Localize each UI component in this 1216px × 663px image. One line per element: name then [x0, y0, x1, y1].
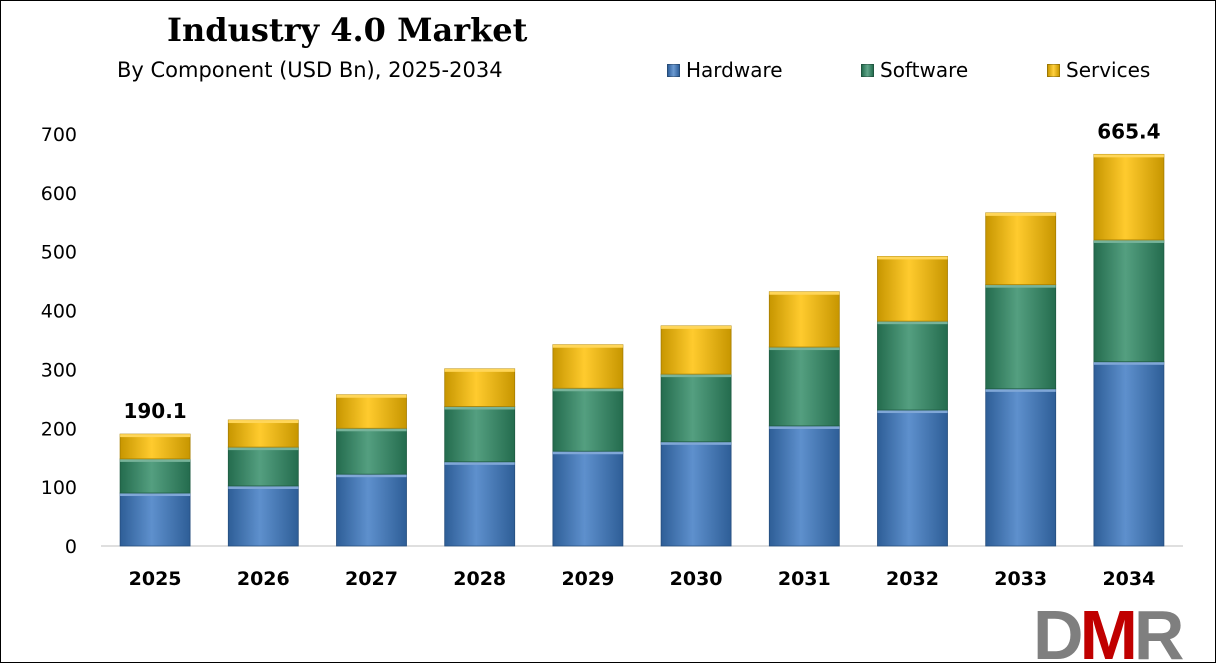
bar-services-2029: [552, 344, 624, 389]
bar-highlight-hardware-2028: [444, 461, 515, 465]
legend-label-software: Software: [880, 58, 969, 82]
y-tick-label-200: 200: [41, 418, 77, 440]
bar-highlight-hardware-2030: [661, 441, 732, 445]
bar-hardware-2027: [336, 473, 407, 547]
bar-hardware-2025: [119, 492, 191, 547]
bar-services-2026: [227, 419, 299, 448]
dmr-logo-letter-3: R: [1134, 599, 1184, 662]
bar-hardware-2026: [227, 485, 299, 547]
bar-highlight-software-2032: [877, 321, 948, 325]
x-tick-label-2031: 2031: [778, 568, 831, 590]
bar-hardware-2034: [1093, 361, 1165, 547]
y-tick-label-100: 100: [41, 477, 77, 499]
bar-services-2033: [985, 212, 1057, 286]
bar-services-2030: [660, 325, 732, 375]
bar-highlight-services-2030: [661, 325, 732, 329]
bar-highlight-hardware-2026: [228, 485, 299, 489]
dmr-logo-letter-1: D: [1033, 599, 1081, 662]
bar-software-2026: [227, 446, 299, 487]
bar-highlight-hardware-2027: [336, 474, 407, 478]
bar-services-2032: [877, 256, 948, 322]
bar-hardware-2033: [985, 388, 1057, 547]
x-tick-label-2030: 2030: [670, 568, 723, 590]
bar-hardware-2031: [768, 425, 840, 547]
bar-highlight-software-2026: [228, 447, 299, 451]
dmr-logo: DMR: [1033, 599, 1188, 662]
legend-label-hardware: Hardware: [686, 58, 783, 82]
bar-software-2032: [877, 320, 948, 411]
bar-highlight-software-2034: [1093, 239, 1164, 243]
bar-services-2031: [768, 291, 840, 348]
legend-item-software: Software: [861, 58, 968, 82]
bar-highlight-services-2028: [444, 368, 515, 372]
x-tick-label-2034: 2034: [1102, 568, 1155, 590]
bar-software-2031: [768, 346, 840, 427]
bar-highlight-hardware-2031: [769, 425, 840, 429]
bar-highlight-services-2029: [552, 344, 623, 348]
legend-item-services: Services: [1047, 58, 1150, 82]
x-tick-label-2033: 2033: [994, 568, 1047, 590]
bar-highlight-software-2027: [336, 428, 407, 432]
y-tick-label-400: 400: [41, 301, 77, 323]
legend-item-hardware: Hardware: [667, 58, 783, 82]
x-tick-label-2026: 2026: [237, 568, 290, 590]
legend-swatch-services: [1047, 63, 1060, 77]
x-tick-label-2029: 2029: [561, 568, 614, 590]
y-tick-label-0: 0: [65, 536, 77, 558]
bar-highlight-software-2028: [444, 406, 515, 410]
bar-highlight-software-2030: [661, 374, 732, 378]
bar-software-2034: [1093, 239, 1165, 363]
bar-software-2029: [552, 387, 624, 452]
bar-highlight-services-2025: [120, 434, 191, 438]
bar-highlight-hardware-2034: [1093, 361, 1164, 365]
y-tick-label-700: 700: [41, 124, 77, 146]
bar-software-2033: [985, 284, 1057, 390]
y-tick-label-300: 300: [41, 359, 77, 381]
bar-services-2028: [444, 368, 516, 407]
legend-swatch-software: [861, 63, 874, 77]
bar-highlight-software-2029: [552, 388, 623, 392]
bar-hardware-2030: [660, 441, 732, 547]
bar-hardware-2032: [877, 409, 948, 547]
bar-highlight-hardware-2032: [877, 410, 948, 414]
bar-software-2027: [336, 427, 407, 475]
bar-services-2034: [1093, 153, 1165, 241]
bar-highlight-services-2034: [1093, 154, 1164, 158]
bar-highlight-services-2032: [877, 256, 948, 260]
y-tick-label-600: 600: [41, 183, 77, 205]
y-tick-label-500: 500: [41, 242, 77, 264]
data-label-2034: 665.4: [1097, 119, 1160, 143]
bar-software-2030: [660, 373, 732, 443]
bar-software-2025: [119, 458, 191, 494]
bar-highlight-services-2027: [336, 394, 407, 398]
bar-services-2027: [336, 394, 407, 429]
bar-services-2025: [119, 433, 191, 460]
x-tick-label-2025: 2025: [129, 568, 182, 590]
legend-swatch-hardware: [667, 63, 680, 77]
bar-highlight-software-2033: [985, 284, 1056, 288]
bar-software-2028: [444, 406, 516, 463]
bar-highlight-software-2025: [120, 458, 191, 462]
x-tick-label-2028: 2028: [453, 568, 506, 590]
bar-highlight-hardware-2033: [985, 388, 1056, 392]
legend-label-services: Services: [1066, 58, 1151, 82]
x-tick-label-2032: 2032: [886, 568, 939, 590]
x-tick-label-2027: 2027: [345, 568, 398, 590]
bar-highlight-services-2031: [769, 291, 840, 295]
bar-highlight-services-2033: [985, 212, 1056, 216]
bar-highlight-hardware-2025: [120, 493, 191, 497]
bar-highlight-hardware-2029: [552, 451, 623, 455]
bar-highlight-services-2026: [228, 420, 299, 424]
bar-hardware-2028: [444, 461, 516, 547]
dmr-logo-letter-2: M: [1080, 599, 1134, 662]
chart-subtitle: By Component (USD Bn), 2025-2034: [117, 58, 503, 82]
data-label-2025: 190.1: [123, 399, 186, 423]
dmr-logo-text: DMR: [1033, 599, 1184, 662]
bar-highlight-software-2031: [769, 347, 840, 351]
chart-title: Industry 4.0 Market: [167, 11, 528, 49]
bar-hardware-2029: [552, 450, 624, 547]
